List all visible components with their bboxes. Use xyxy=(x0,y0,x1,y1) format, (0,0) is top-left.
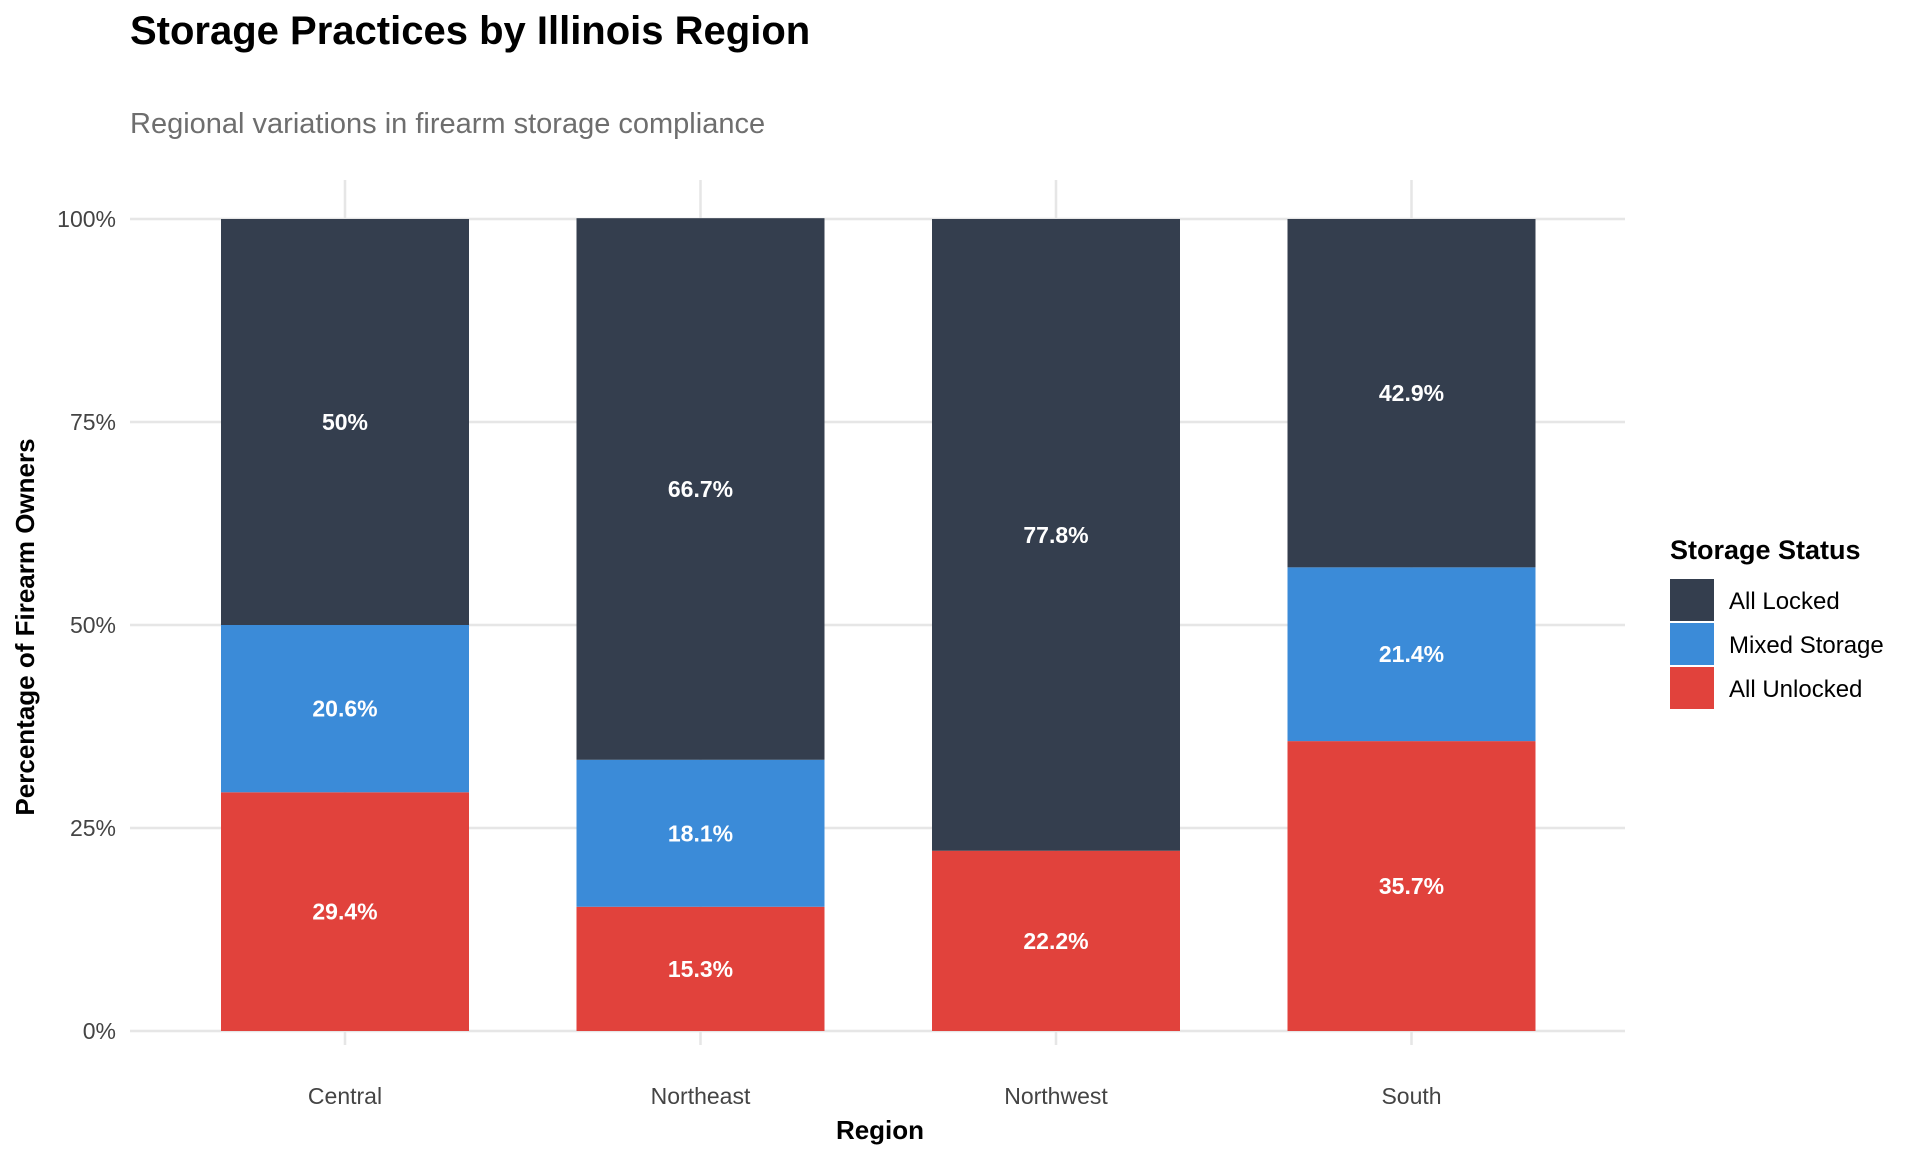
bar-segment xyxy=(576,906,825,1031)
y-tick-label: 0% xyxy=(83,1018,116,1044)
data-label: 29.4% xyxy=(312,899,377,925)
data-labels: 29.4% 20.6% 50% 15.3% 18.1% 66.7% 22.2% 77.8% 35… xyxy=(312,380,1444,982)
bar-segment xyxy=(576,218,825,760)
bar-segment xyxy=(576,759,825,907)
x-tick-label: Northeast xyxy=(651,1083,751,1109)
data-label: 50% xyxy=(322,409,368,435)
data-label: 42.9% xyxy=(1379,380,1444,406)
y-tick-label: 100% xyxy=(57,206,116,232)
x-tick-label: South xyxy=(1381,1083,1441,1109)
x-tick-label: Central xyxy=(308,1083,382,1109)
data-label: 20.6% xyxy=(312,696,377,722)
bar-segment xyxy=(932,850,1180,1031)
x-axis-title: Region xyxy=(836,1115,924,1145)
data-label: 21.4% xyxy=(1379,641,1444,667)
legend-swatch xyxy=(1670,623,1714,665)
data-label: 66.7% xyxy=(668,476,733,502)
legend-swatch xyxy=(1670,667,1714,709)
bar-segment xyxy=(1287,219,1536,568)
bar-segment xyxy=(1287,567,1536,742)
legend-label: All Unlocked xyxy=(1729,676,1862,703)
bar-segment xyxy=(221,625,469,793)
bar-segment xyxy=(221,219,469,625)
legend-label: Mixed Storage xyxy=(1729,632,1884,659)
data-label: 18.1% xyxy=(668,820,733,846)
y-tick-label: 25% xyxy=(70,815,116,841)
data-label: 22.2% xyxy=(1023,928,1088,954)
legend-title: Storage Status xyxy=(1670,535,1861,565)
x-tick-label: Northwest xyxy=(1004,1083,1108,1109)
chart-subtitle: Regional variations in firearm storage c… xyxy=(130,108,765,140)
bar-segment xyxy=(221,792,469,1031)
y-tick-label: 75% xyxy=(70,409,116,435)
y-axis-ticks: 0% 25% 50% 75% 100% xyxy=(57,206,116,1044)
legend-label: All Locked xyxy=(1729,588,1840,615)
data-label: 35.7% xyxy=(1379,873,1444,899)
y-tick-label: 50% xyxy=(70,612,116,638)
y-axis-title: Percentage of Firearm Owners xyxy=(10,438,40,815)
legend: Storage Status All Locked Mixed Storage Al… xyxy=(1670,535,1884,709)
bars xyxy=(221,218,1536,1031)
bar-segment xyxy=(932,219,1180,851)
chart-title: Storage Practices by Illinois Region xyxy=(130,9,810,53)
legend-swatch xyxy=(1670,579,1714,621)
data-label: 15.3% xyxy=(668,956,733,982)
data-label: 77.8% xyxy=(1023,522,1088,548)
bar-segment xyxy=(1287,741,1536,1031)
x-axis-ticks: Central Northeast Northwest South xyxy=(308,1083,1442,1109)
